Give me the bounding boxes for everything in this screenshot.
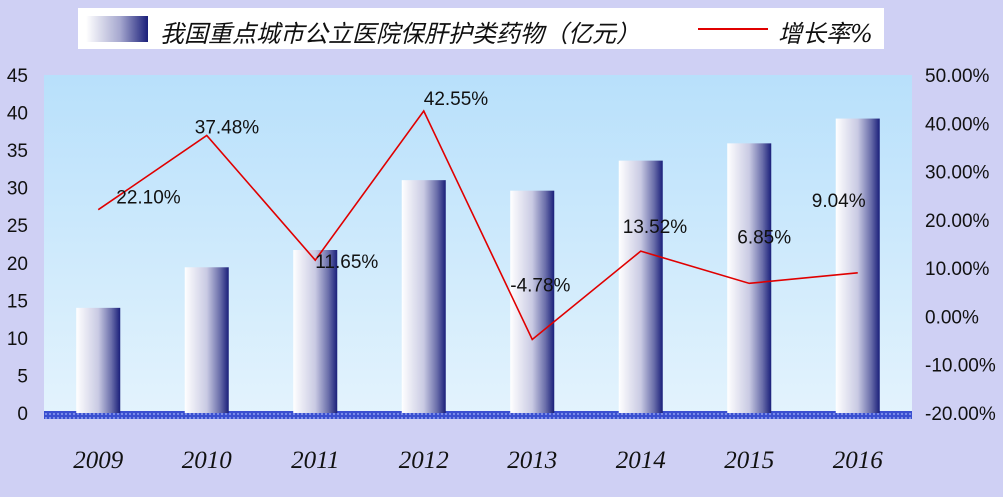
x-tick-label: 2016 xyxy=(833,447,884,474)
y-right-tick-label: -20.00% xyxy=(925,404,996,425)
bar-2010 xyxy=(184,267,229,413)
y-left-tick-label: 15 xyxy=(7,291,28,312)
y-left-tick-label: 5 xyxy=(17,366,28,387)
data-labels: 22.10% 37.48% 11.65% 42.55% -4.78% 13.52% 6.85… xyxy=(116,89,865,297)
bar-2014 xyxy=(618,160,663,413)
y-right-tick-label: 20.00% xyxy=(925,211,990,232)
y-left-tick-label: 20 xyxy=(7,254,28,275)
right-axis: -20.00% -10.00% 0.00% 10.00% 20.00% 30.00% 40.… xyxy=(925,66,996,425)
y-left-tick-label: 40 xyxy=(7,104,28,125)
y-right-tick-label: 40.00% xyxy=(925,114,990,135)
y-left-tick-label: 0 xyxy=(17,404,28,425)
legend-bar-label: 我国重点城市公立医院保肝护类药物（亿元） xyxy=(160,20,640,48)
y-right-tick-label: -10.00% xyxy=(925,356,996,377)
y-right-tick-label: 10.00% xyxy=(925,259,990,280)
rate-data-label: -4.78% xyxy=(510,276,570,297)
plot-floor xyxy=(44,411,912,419)
bar-2009 xyxy=(76,307,121,413)
bar-series xyxy=(76,118,880,413)
legend-line-label: 增长率% xyxy=(778,20,873,48)
y-right-tick-label: 30.00% xyxy=(925,163,990,184)
x-tick-label: 2010 xyxy=(182,447,233,474)
bar-2013 xyxy=(510,190,555,413)
rate-data-label: 11.65% xyxy=(315,252,378,273)
bar-2015 xyxy=(727,143,772,413)
y-left-tick-label: 25 xyxy=(7,216,28,237)
bar-2012 xyxy=(401,180,446,413)
plot-area xyxy=(44,75,912,413)
legend-bar-swatch xyxy=(86,16,148,42)
rate-data-label: 6.85% xyxy=(737,227,791,248)
y-right-tick-label: 50.00% xyxy=(925,66,990,87)
y-left-tick-label: 10 xyxy=(7,329,28,350)
x-tick-label: 2011 xyxy=(291,447,339,474)
x-tick-label: 2012 xyxy=(399,447,449,474)
x-axis: 2009 2010 2011 2012 2013 2014 2015 2016 xyxy=(73,447,883,474)
y-left-tick-label: 30 xyxy=(7,179,28,200)
rate-data-label: 13.52% xyxy=(623,217,688,238)
y-left-tick-label: 45 xyxy=(7,66,28,87)
left-axis: 0 5 10 15 20 25 30 35 40 45 xyxy=(7,66,28,425)
x-tick-label: 2014 xyxy=(616,447,666,474)
x-tick-label: 2009 xyxy=(73,447,124,474)
legend: 我国重点城市公立医院保肝护类药物（亿元） 增长率% xyxy=(78,8,884,49)
y-left-tick-label: 35 xyxy=(7,141,28,162)
bar-2016 xyxy=(835,118,880,413)
x-tick-label: 2013 xyxy=(507,447,557,474)
rate-data-label: 42.55% xyxy=(424,89,489,110)
legend-graphics xyxy=(86,16,768,42)
y-right-tick-label: 0.00% xyxy=(925,307,979,328)
growth-rate-line xyxy=(97,109,858,341)
x-tick-label: 2015 xyxy=(724,447,774,474)
rate-data-label: 22.10% xyxy=(116,188,181,209)
rate-data-label: 37.48% xyxy=(195,117,260,138)
rate-data-label: 9.04% xyxy=(812,191,866,212)
bar-2011 xyxy=(293,250,338,413)
